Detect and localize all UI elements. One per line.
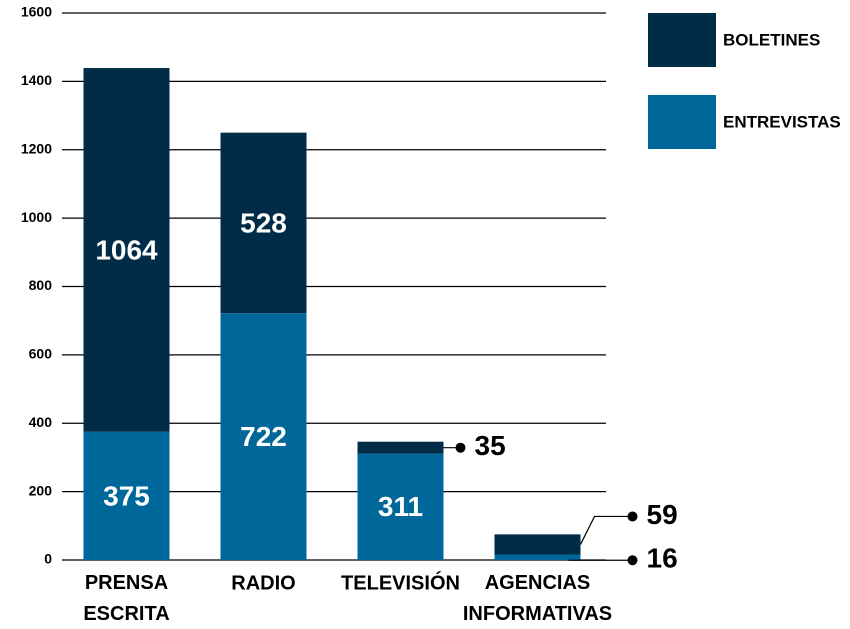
bar-segment [83, 431, 170, 560]
data-label: 35 [475, 430, 506, 461]
callout-dot [627, 555, 638, 566]
bar-segment [220, 132, 307, 314]
y-tick-label: 1000 [21, 209, 52, 225]
callout-line [579, 515, 633, 545]
bar-segment [220, 313, 307, 560]
legend-swatch [648, 95, 716, 149]
x-tick-label: RADIO [231, 572, 295, 594]
y-tick-label: 1200 [21, 140, 52, 156]
x-tick-label-line: AGENCIAS [485, 572, 591, 594]
y-tick-label: 1600 [21, 4, 52, 20]
bar-segment [83, 68, 170, 432]
x-tick-label-line: INFORMATIVAS [463, 603, 612, 625]
data-label: 375 [103, 480, 150, 511]
data-label: 1064 [95, 234, 158, 265]
y-tick-label: 1400 [21, 72, 52, 88]
y-tick-label: 200 [29, 482, 53, 498]
data-label: 528 [240, 207, 287, 238]
y-tick-label: 0 [44, 551, 52, 567]
y-tick-label: 400 [29, 414, 53, 430]
x-tick-label-line: ESCRITA [83, 603, 169, 625]
callout-dot [455, 442, 466, 453]
legend-swatch [648, 13, 716, 67]
data-label: 722 [240, 421, 287, 452]
data-label: 16 [647, 543, 678, 574]
x-tick-label: AGENCIAS INFORMATIVAS [463, 572, 612, 625]
legend-label: ENTREVISTAS [723, 112, 841, 131]
bar-segment [357, 453, 444, 560]
x-tick-label-line: PRENSA [85, 572, 168, 594]
bar-segment [494, 554, 581, 560]
data-label: 59 [647, 499, 678, 530]
data-label: 311 [378, 491, 423, 522]
y-tick-label: 800 [29, 277, 53, 293]
legend-label: BOLETINES [723, 30, 820, 49]
bar-segment [357, 441, 444, 454]
bar-segment [494, 534, 581, 555]
callout-dot [627, 511, 638, 522]
y-tick-label: 600 [29, 346, 53, 362]
x-tick-label: PRENSA ESCRITA [83, 572, 169, 625]
x-tick-label: TELEVISIÓN [341, 570, 460, 594]
